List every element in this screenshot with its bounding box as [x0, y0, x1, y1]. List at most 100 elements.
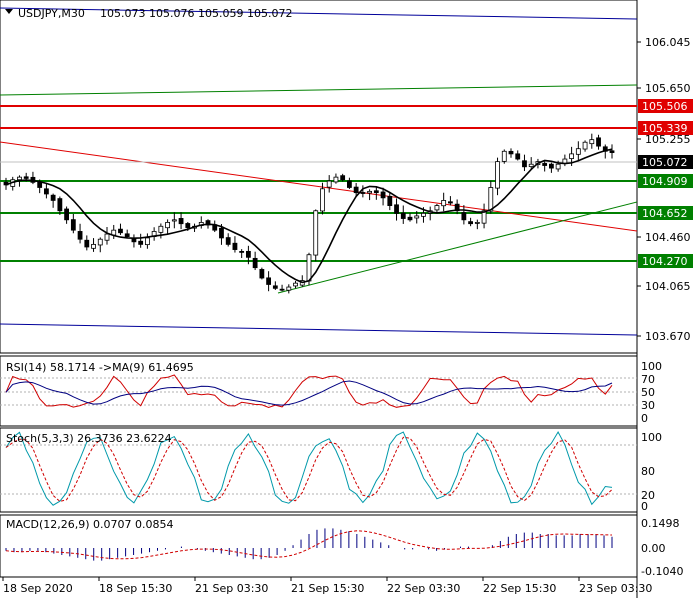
price-tags: 105.506 105.339 105.072 104.909 104.652 …	[638, 99, 693, 268]
candle-body	[340, 175, 346, 181]
rsi-tick-0: 0	[641, 412, 648, 425]
tag-105072: 105.072	[642, 156, 688, 169]
green-uptrend-line[interactable]	[277, 201, 638, 294]
rsi-tick-70: 70	[641, 373, 655, 386]
candle-body	[313, 210, 319, 256]
tag-105506: 105.506	[642, 100, 688, 113]
price-tick-105650: 105.650	[645, 82, 691, 95]
candle-body	[124, 233, 130, 238]
stoch-tick-20: 20	[641, 489, 655, 502]
macd-tick-lower: -0.1040	[641, 565, 683, 578]
candle-body	[481, 210, 487, 224]
stoch-tick-80: 80	[641, 465, 655, 478]
price-axis: 106.045 105.650 105.255 104.460 104.065 …	[637, 36, 691, 343]
candle-body	[138, 240, 144, 245]
stoch-panel-frame	[0, 427, 638, 513]
channel-top-line[interactable]	[0, 7, 638, 20]
candle-body	[596, 137, 601, 147]
candle-body	[346, 180, 352, 188]
price-tick-104065: 104.065	[645, 280, 691, 293]
stoch-main-line	[5, 430, 613, 506]
tag-104909-bg	[638, 174, 693, 188]
candle-body	[555, 163, 561, 170]
candle-body	[441, 200, 447, 207]
time-label-6: 23 Sep 03:30	[579, 582, 652, 595]
candle-body	[522, 160, 527, 168]
ohlc-label: 105.073 105.076 105.059 105.072	[100, 7, 292, 20]
candle-body	[542, 163, 548, 166]
stoch-tick-100: 100	[641, 431, 662, 444]
stoch-panel[interactable]: Stoch(5,3,3) 26.3736 23.6224 100 80 20 0	[0, 427, 662, 513]
candle-body	[17, 176, 22, 181]
rsi-tick-100: 100	[641, 360, 662, 373]
candle-body	[70, 219, 76, 231]
candle-body	[320, 188, 325, 212]
candles-group	[3, 133, 615, 294]
macd-tick-upper: 0.1498	[641, 517, 680, 530]
candle-body	[232, 242, 238, 250]
time-label-4: 22 Sep 03:30	[387, 582, 460, 595]
macd-panel-frame	[0, 514, 638, 578]
candle-body	[158, 225, 164, 233]
candle-body	[569, 153, 574, 159]
candle-body	[50, 194, 56, 201]
time-label-2: 21 Sep 03:30	[195, 582, 268, 595]
rsi-line	[5, 374, 613, 409]
candle-body	[306, 254, 312, 282]
price-tick-104460: 104.460	[645, 231, 691, 244]
candle-body	[44, 188, 49, 195]
candle-body	[225, 237, 231, 245]
candle-body	[286, 286, 292, 291]
dropdown-triangle-icon[interactable]	[5, 9, 13, 14]
candle-body	[104, 233, 110, 241]
macd-label: MACD(12,26,9) 0.0707 0.0854	[6, 518, 174, 531]
candle-body	[434, 205, 440, 211]
candle-body	[508, 150, 514, 155]
candle-body	[387, 195, 393, 206]
green-upper-line[interactable]	[0, 84, 638, 96]
candle-body	[421, 212, 426, 217]
candle-body	[239, 251, 245, 253]
rsi-tick-30: 30	[641, 399, 655, 412]
time-label-0: 18 Sep 2020	[3, 582, 73, 595]
candle-body	[353, 186, 359, 194]
tag-105072-bg	[638, 155, 693, 169]
candle-body	[407, 216, 413, 221]
rsi-label: RSI(14) 58.1714 ->MA(9) 61.4695	[6, 361, 194, 374]
candle-body	[91, 243, 96, 249]
rsi-tick-50: 50	[641, 386, 655, 399]
candle-body	[144, 237, 150, 246]
candle-body	[266, 277, 272, 285]
rsi-panel[interactable]: RSI(14) 58.1714 ->MA(9) 61.4695 100 70 5…	[0, 355, 662, 427]
candle-body	[360, 192, 366, 194]
tag-104270: 104.270	[642, 255, 688, 268]
time-axis: 18 Sep 2020 18 Sep 15:30 21 Sep 03:30 21…	[0, 576, 652, 595]
candle-body	[259, 269, 265, 279]
price-panel-frame	[0, 0, 638, 354]
candle-body	[77, 231, 83, 240]
candle-body	[575, 148, 581, 155]
red-downtrend-line[interactable]	[0, 141, 638, 232]
price-tick-106045: 106.045	[645, 36, 691, 49]
candle-body	[549, 163, 554, 169]
macd-signal-line	[5, 530, 613, 560]
candle-body	[185, 223, 191, 228]
candle-body	[23, 176, 29, 179]
rsi-panel-frame	[0, 355, 638, 427]
tag-104909: 104.909	[642, 175, 688, 188]
macd-panel[interactable]: MACD(12,26,9) 0.0707 0.0854 0.1498 0.00 …	[0, 514, 683, 578]
tag-105339: 105.339	[642, 122, 688, 135]
price-panel[interactable]: USDJPY,M30 105.073 105.076 105.059 105.0…	[0, 0, 638, 598]
candle-body	[468, 221, 474, 225]
time-label-5: 22 Sep 15:30	[483, 582, 556, 595]
tag-105506-bg	[638, 99, 693, 113]
channel-bottom-line[interactable]	[0, 323, 638, 336]
candle-body	[97, 238, 103, 246]
candle-body	[495, 161, 500, 189]
candle-body	[394, 204, 399, 214]
stoch-label: Stoch(5,3,3) 26.3736 23.6224	[6, 432, 172, 445]
candle-body	[447, 201, 453, 204]
tag-104652: 104.652	[642, 207, 688, 220]
